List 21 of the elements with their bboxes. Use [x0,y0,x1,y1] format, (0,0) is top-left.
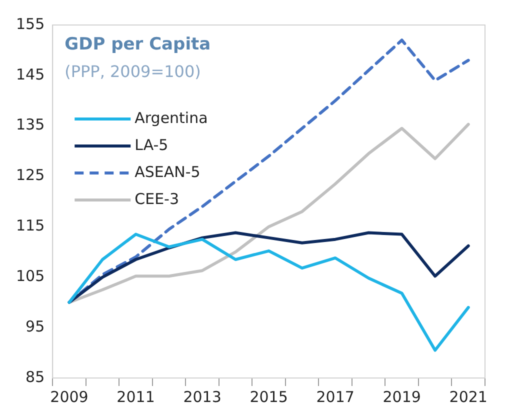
x-tick-label: 2015 [250,388,288,406]
x-tick-label: 2017 [316,388,354,406]
y-tick-label: 155 [16,14,45,33]
text: GDP per Capita [64,34,211,54]
legend-label: Argentina [134,108,208,127]
y-tick-label: 135 [16,116,45,134]
y-tick-label: 85 [26,368,45,386]
x-tick-label: 2011 [116,388,155,406]
y-tick-label: 95 [26,317,45,336]
y-tick-label: 105 [16,267,45,286]
x-tick-label: 2013 [183,388,222,406]
legend-label: CEE-3 [134,190,180,208]
text: (PPP, 2009=100) [64,62,201,82]
y-tick-label: 145 [16,65,45,84]
legend-label: ASEAN-5 [134,162,200,181]
x-tick-label: 2021 [449,388,488,406]
y-tick-label: 115 [16,216,45,235]
x-tick-label: 2009 [50,388,88,406]
x-tick-label: 2019 [382,388,421,406]
y-tick-label: 125 [16,166,45,184]
legend-label: LA-5 [134,136,168,154]
